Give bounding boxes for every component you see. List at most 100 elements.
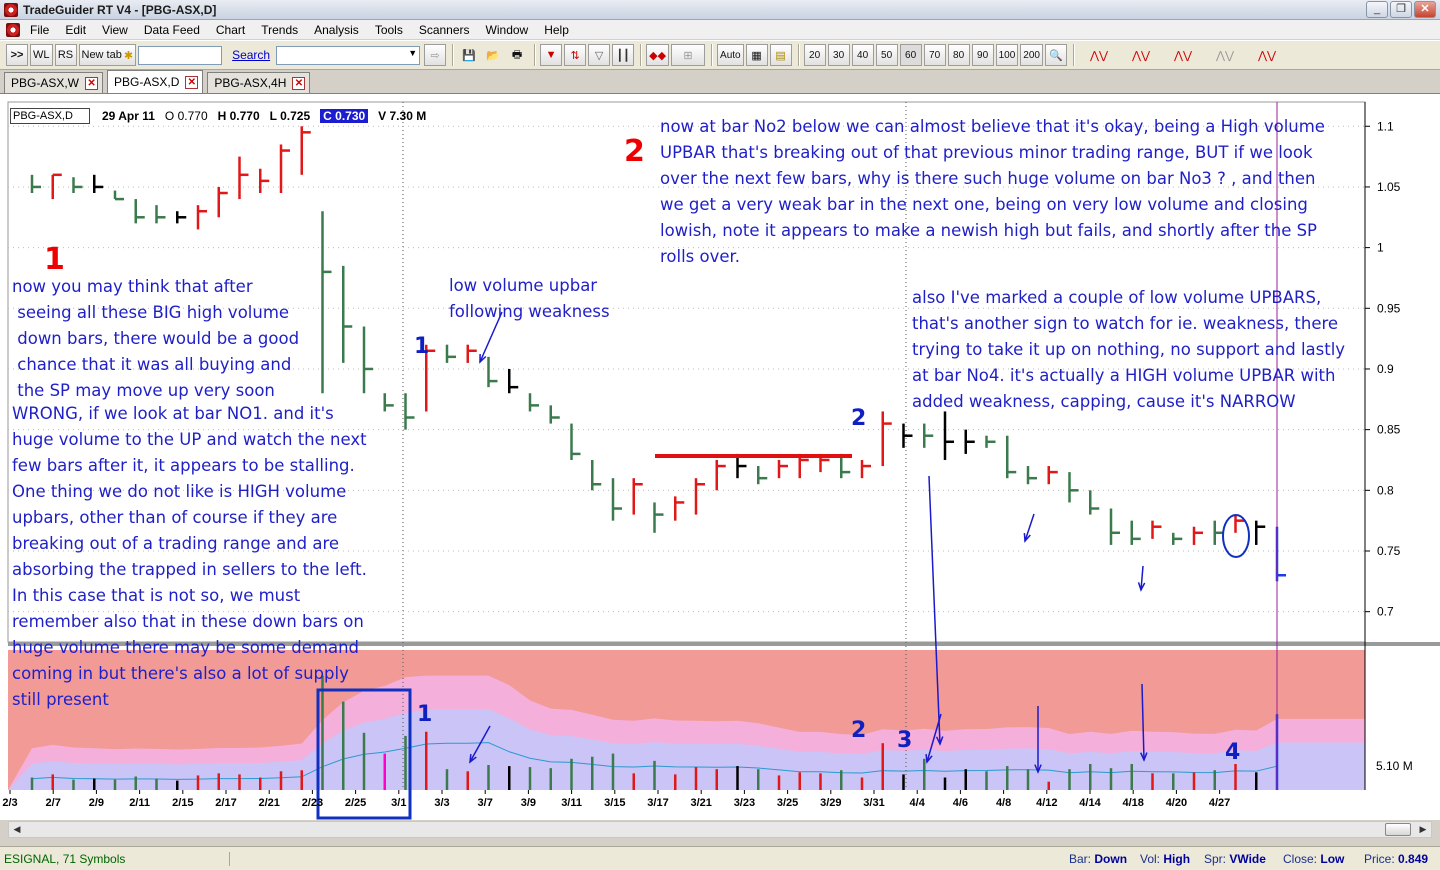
tab-pbg-daily[interactable]: PBG-ASX,D ✕: [107, 70, 204, 93]
x-tick-label: 3/7: [478, 797, 493, 809]
x-tick-label: 2/11: [129, 797, 150, 809]
trend-line-icon-4[interactable]: ⋀⋁: [1215, 49, 1234, 62]
bars-flat-icon[interactable]: ▽: [588, 44, 611, 66]
open-folder-icon[interactable]: 📂: [486, 49, 500, 62]
zoom-50-button[interactable]: 50: [875, 44, 898, 66]
search-dropdown[interactable]: ▼: [276, 45, 421, 65]
menu-view[interactable]: View: [102, 22, 128, 37]
search-link[interactable]: Search: [232, 48, 271, 62]
close-icon[interactable]: ✕: [292, 76, 306, 90]
zoom-200-button[interactable]: 200: [1020, 44, 1043, 66]
price-bar: [777, 459, 788, 479]
menu-help[interactable]: Help: [544, 22, 569, 37]
horizontal-scrollbar[interactable]: ◀ ▶: [8, 821, 1432, 838]
bar-chart-icon[interactable]: ┃┃: [612, 44, 635, 66]
date-axis: [8, 790, 1365, 820]
price-bar: [508, 368, 519, 394]
bars-updown-icon[interactable]: ⇅: [564, 44, 587, 66]
restore-button[interactable]: ❐: [1390, 1, 1412, 18]
x-tick-label: 4/8: [996, 797, 1011, 809]
menu-edit[interactable]: Edit: [65, 22, 87, 37]
price-marker-1: 1: [414, 334, 430, 359]
highlight-box: [316, 688, 412, 820]
price-bar: [757, 466, 768, 485]
zoom-60-button[interactable]: 60: [899, 44, 922, 66]
price-bar: [113, 190, 124, 201]
price-bar: [1089, 490, 1100, 515]
menu-trends[interactable]: Trends: [261, 22, 299, 37]
price-bar: [570, 423, 581, 460]
menu-scanners[interactable]: Scanners: [418, 22, 470, 37]
grid-icon[interactable]: ⊞: [671, 44, 706, 66]
indicator-icon[interactable]: ◆◆: [646, 44, 670, 66]
y-tick-label: 0.8: [1377, 483, 1394, 497]
volume-value: V 7.30 M: [378, 109, 427, 123]
x-tick-label: 2/15: [172, 797, 193, 809]
volume-axis-label: 5.10 M: [1376, 759, 1413, 773]
annotation-number-2: 2: [624, 134, 645, 169]
menu-tools[interactable]: Tools: [374, 22, 403, 37]
price-bar: [902, 423, 913, 448]
close-icon[interactable]: ✕: [85, 76, 99, 90]
zoom-70-button[interactable]: 70: [923, 44, 946, 66]
layout-icon[interactable]: ▦: [745, 44, 768, 66]
zoom-40-button[interactable]: 40: [851, 44, 874, 66]
price-bar: [1172, 532, 1183, 545]
go-arrow-icon[interactable]: ⇨: [424, 44, 447, 66]
forward-icon[interactable]: >>: [6, 44, 28, 66]
print-icon[interactable]: 🖶: [511, 48, 523, 61]
minimize-button[interactable]: _: [1366, 1, 1388, 18]
scroll-right-icon[interactable]: ▶: [1419, 824, 1427, 834]
y-tick-label: 0.85: [1377, 423, 1401, 437]
zoom-100-button[interactable]: 100: [995, 44, 1019, 66]
table-icon[interactable]: ▤: [769, 44, 792, 66]
save-icon[interactable]: 💾: [462, 49, 476, 62]
trend-line-icon-1[interactable]: ⋀⋁: [1089, 49, 1108, 62]
close-icon[interactable]: ✕: [185, 75, 199, 89]
arrow-line: [926, 713, 942, 763]
annotation-text-bar2: now at bar No2 below we can almost belie…: [660, 117, 1325, 266]
menu-file[interactable]: File: [30, 22, 50, 37]
price-bar: [30, 174, 41, 194]
menu-chart[interactable]: Chart: [215, 22, 246, 37]
price-volume-chart[interactable]: 1.1 1.05 1 0.95 0.9 0.85 0.8 0.75 0.7 5.10 M 2/3 2/…: [0, 94, 1440, 820]
x-tick-label: 4/27: [1209, 797, 1230, 809]
trend-line-icon-5[interactable]: ⋀⋁: [1257, 49, 1276, 62]
menu-window[interactable]: Window: [485, 22, 529, 37]
chart-area[interactable]: 1.1 1.05 1 0.95 0.9 0.85 0.8 0.75 0.7 5.10 M 2/3 2/…: [0, 94, 1440, 820]
x-tick-label: 3/31: [863, 797, 884, 809]
status-bar: ESIGNAL, 71 Symbols Bar: Down Vol: High …: [0, 846, 1440, 870]
price-bar: [632, 478, 643, 515]
new-tab-button[interactable]: New tab ✱: [78, 44, 137, 66]
close-window-button[interactable]: ✕: [1414, 1, 1436, 18]
zoom-90-button[interactable]: 90: [971, 44, 994, 66]
price-bar: [674, 496, 685, 521]
magnifier-icon[interactable]: 🔍: [1044, 44, 1067, 66]
rs-button[interactable]: RS: [54, 44, 77, 66]
tab-label: PBG-ASX,D: [114, 75, 180, 89]
bars-down-icon[interactable]: ▼: [540, 44, 563, 66]
auto-button[interactable]: Auto: [717, 44, 744, 66]
tab-pbg-weekly[interactable]: PBG-ASX,W ✕: [4, 72, 104, 93]
scroll-left-icon[interactable]: ◀: [13, 824, 21, 834]
trend-line-icon-2[interactable]: ⋀⋁: [1131, 49, 1150, 62]
menu-analysis[interactable]: Analysis: [314, 22, 359, 37]
zoom-20-button[interactable]: 20: [803, 44, 826, 66]
x-tick-label: 2/21: [258, 797, 279, 809]
volume-marker-3: 3: [897, 728, 913, 753]
arrow-head: [935, 736, 944, 746]
wl-button[interactable]: WL: [30, 44, 53, 66]
feed-status: ESIGNAL, 71 Symbols: [0, 851, 230, 866]
document-icon[interactable]: [6, 22, 20, 37]
trend-line-icon-3[interactable]: ⋀⋁: [1173, 49, 1192, 62]
zoom-30-button[interactable]: 30: [827, 44, 850, 66]
zoom-80-button[interactable]: 80: [947, 44, 970, 66]
menu-data-feed[interactable]: Data Feed: [143, 22, 200, 37]
tab-pbg-4h[interactable]: PBG-ASX,4H ✕: [207, 72, 311, 93]
scroll-thumb[interactable]: [1385, 823, 1411, 836]
price-bar: [425, 344, 436, 412]
arrow-line: [1141, 683, 1145, 761]
price-bar: [943, 411, 954, 460]
symbol-input[interactable]: [138, 45, 223, 65]
x-tick-label: 4/14: [1079, 797, 1101, 809]
